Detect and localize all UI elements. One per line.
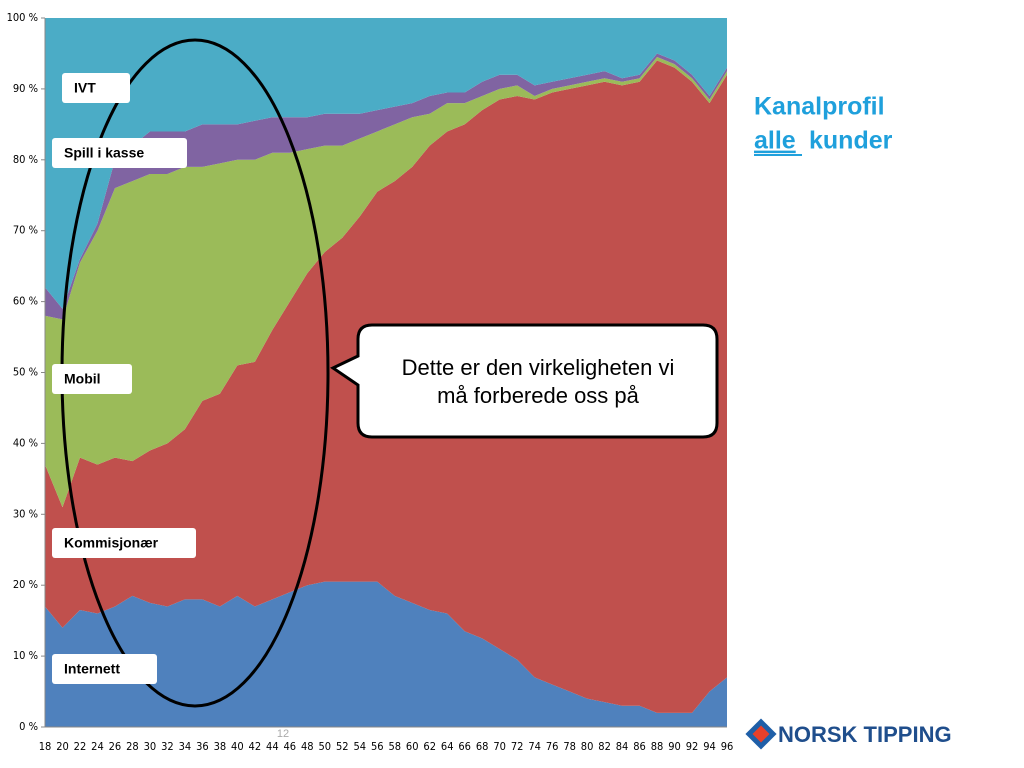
y-tick-label: 30 %: [13, 507, 38, 520]
x-tick-label: 92: [686, 740, 699, 753]
x-tick-label: 36: [196, 740, 209, 753]
x-tick-label: 26: [109, 740, 122, 753]
x-tick-label: 34: [179, 740, 192, 753]
area: [45, 56, 727, 508]
y-tick-label: 10 %: [13, 649, 38, 662]
y-tick-label: 70 %: [13, 224, 38, 237]
x-tick-label: 64: [441, 740, 454, 753]
y-tick-label: 100 %: [7, 11, 38, 24]
logo-icon: [752, 725, 770, 743]
legend-label: Kommisjonær: [64, 535, 159, 551]
y-tick-label: 20 %: [13, 578, 38, 591]
x-tick-label: 32: [161, 740, 174, 753]
x-tick-label: 58: [388, 740, 401, 753]
chart-subtitle: kunder: [809, 127, 893, 155]
x-tick-label: 80: [581, 740, 594, 753]
y-tick-label: 50 %: [13, 366, 38, 379]
legend-box: [52, 138, 187, 168]
area: [45, 581, 727, 727]
legend-box: [62, 73, 130, 103]
x-tick-label: 42: [249, 740, 262, 753]
logo: NORSK TIPPING: [745, 718, 952, 750]
y-tick-label: 0 %: [19, 720, 38, 733]
x-tick-label: 82: [598, 740, 611, 753]
x-tick-label: 84: [616, 740, 629, 753]
annotation: Dette er den virkeligheten vi: [402, 355, 675, 380]
x-tick-label: 48: [301, 740, 314, 753]
area: [45, 18, 727, 309]
x-tick-label: 90: [668, 740, 681, 753]
x-tick-label: 72: [511, 740, 524, 753]
chart-subtitle: alle: [754, 127, 796, 155]
legend-label: IVT: [74, 80, 96, 96]
x-tick-label: 86: [633, 740, 646, 753]
x-tick-label: 70: [493, 740, 506, 753]
y-tick-label: 80 %: [13, 153, 38, 166]
x-tick-label: 56: [371, 740, 384, 753]
y-tick-label: 40 %: [13, 436, 38, 449]
legend-label: Mobil: [64, 371, 101, 387]
legend-label: Spill i kasse: [64, 145, 144, 161]
x-tick-label: 62: [423, 740, 436, 753]
legend-label: Internett: [64, 661, 120, 677]
x-tick-label: 40: [231, 740, 244, 753]
x-tick-label: 46: [284, 740, 297, 753]
annotation: må forberede oss på: [437, 383, 640, 408]
x-tick-label: 68: [476, 740, 489, 753]
chart-title: Kanalprofil: [754, 93, 885, 121]
x-tick-label: 44: [266, 740, 279, 753]
x-tick-label: 94: [703, 740, 716, 753]
legend-box: [52, 654, 157, 684]
y-tick-label: 90 %: [13, 82, 38, 95]
x-tick-label: 24: [91, 740, 104, 753]
y-tick-label: 60 %: [13, 295, 38, 308]
x-tick-label: 96: [721, 740, 734, 753]
legend-box: [52, 364, 132, 394]
x-tick-label: 52: [336, 740, 349, 753]
x-tick-label: 54: [353, 740, 366, 753]
x-tick-label: 60: [406, 740, 419, 753]
legend-box: [52, 528, 196, 558]
x-tick-label: 30: [144, 740, 157, 753]
x-tick-label: 20: [56, 740, 69, 753]
x-tick-label: 74: [528, 740, 541, 753]
x-tick-label: 18: [39, 740, 52, 753]
x-tick-label: 38: [214, 740, 227, 753]
x-tick-label: 50: [318, 740, 331, 753]
x-tick-label: 66: [458, 740, 471, 753]
callout: [330, 323, 719, 439]
x-tick-label: 22: [74, 740, 87, 753]
x-tick-label: 28: [126, 740, 139, 753]
x-tick-label: 78: [563, 740, 576, 753]
x-tick-label: 88: [651, 740, 664, 753]
page-number: 12: [277, 728, 289, 740]
logo-text: NORSK TIPPING: [778, 722, 952, 747]
x-tick-label: 76: [546, 740, 559, 753]
